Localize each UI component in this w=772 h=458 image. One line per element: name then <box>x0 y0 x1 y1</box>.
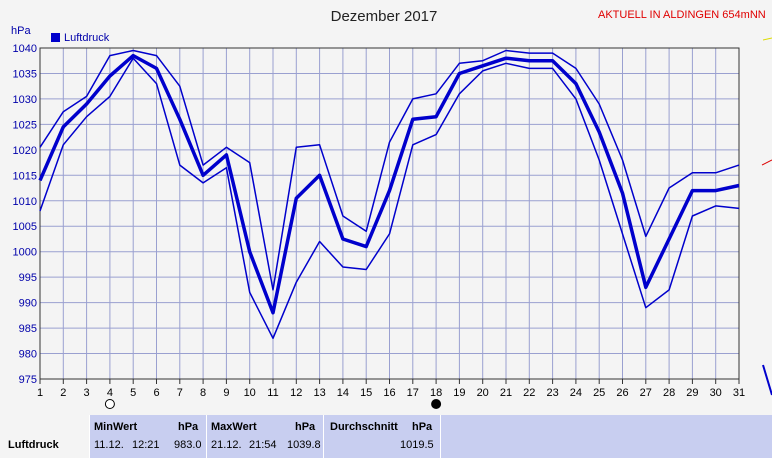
max-cell: MaxWert hPa 21.12. 21:54 1039.8 <box>207 415 324 458</box>
edge-mark <box>761 159 772 166</box>
avg-header: Durchschnitt <box>330 421 398 433</box>
x-tick-label: 26 <box>616 387 628 399</box>
x-tick-label: 3 <box>84 387 90 399</box>
x-tick-label: 14 <box>337 387 349 399</box>
x-tick-label: 21 <box>500 387 512 399</box>
y-tick-label: 1000 <box>13 247 37 259</box>
chart-title: Dezember 2017 <box>331 8 438 25</box>
x-tick-label: 24 <box>570 387 582 399</box>
x-tick-label: 16 <box>383 387 395 399</box>
x-tick-label: 31 <box>733 387 745 399</box>
stats-table: Luftdruck MinWert hPa 11.12. 12:21 983.0… <box>0 415 772 458</box>
stats-label-cell: Luftdruck <box>0 415 90 458</box>
max-header: MaxWert <box>211 421 257 433</box>
x-tick-label: 8 <box>200 387 206 399</box>
moon-full-icon <box>104 399 115 409</box>
x-tick-label: 20 <box>477 387 489 399</box>
moon-new-icon <box>431 399 442 409</box>
x-tick-label: 9 <box>223 387 229 399</box>
x-tick-label: 15 <box>360 387 372 399</box>
x-tick-label: 27 <box>640 387 652 399</box>
min-header: MinWert <box>94 421 138 433</box>
x-tick-label: 7 <box>177 387 183 399</box>
series-line-max <box>39 49 740 291</box>
x-tick-label: 11 <box>267 387 278 399</box>
y-tick-label: 1035 <box>13 68 37 80</box>
x-tick-label: 17 <box>407 387 419 399</box>
x-tick-label: 6 <box>153 387 159 399</box>
series-line-min <box>39 57 740 340</box>
y-tick-label: 1020 <box>13 145 37 157</box>
y-tick-label: 985 <box>19 323 37 335</box>
legend-label: Luftdruck <box>64 32 110 44</box>
x-tick-label: 2 <box>60 387 66 399</box>
stats-empty-cell <box>441 415 772 458</box>
x-tick-label: 10 <box>244 387 256 399</box>
x-tick-label: 19 <box>453 387 465 399</box>
y-tick-label: 1010 <box>13 196 37 208</box>
y-tick-label: 1040 <box>13 43 37 55</box>
stats-row-label: Luftdruck <box>8 439 59 451</box>
min-time: 12:21 <box>132 439 160 451</box>
x-tick-label: 28 <box>663 387 675 399</box>
moon-markers <box>104 399 442 409</box>
x-tick-label: 5 <box>130 387 136 399</box>
edge-mark <box>762 37 772 41</box>
y-tick-label: 980 <box>19 349 37 361</box>
min-date: 11.12. <box>94 439 124 451</box>
x-tick-label: 30 <box>710 387 722 399</box>
avg-unit: hPa <box>412 421 433 433</box>
plot-frame <box>39 47 740 380</box>
edge-mark <box>762 364 772 396</box>
x-tick-label: 25 <box>593 387 605 399</box>
y-tick-label: 990 <box>19 298 37 310</box>
pressure-chart: Dezember 2017 AKTUELL IN ALDINGEN 654mNN… <box>11 8 772 409</box>
y-tick-label: 1025 <box>13 119 37 131</box>
y-tick-label: 975 <box>19 374 37 386</box>
series-line-mean <box>38 53 740 315</box>
grid <box>39 47 740 380</box>
x-tick-label: 18 <box>430 387 442 399</box>
x-tick-label: 4 <box>107 387 113 399</box>
avg-value: 1019.5 <box>400 439 434 451</box>
x-tick-label: 13 <box>313 387 325 399</box>
station-label: AKTUELL IN ALDINGEN 654mNN <box>598 9 766 21</box>
max-date: 21.12. <box>211 439 242 451</box>
y-axis: 975 980 985 990 995 1000 1005 1010 1015 1020 1025 1… <box>13 43 37 386</box>
legend-swatch <box>51 33 60 42</box>
x-tick-label: 29 <box>686 387 698 399</box>
y-tick-label: 1005 <box>13 221 37 233</box>
avg-cell: Durchschnitt hPa 1019.5 <box>324 415 441 458</box>
x-axis: 1 2 3 4 5 6 7 8 9 10 11 12 13 14 15 16 17 18 19 20 21 22 23 24 2… <box>37 379 745 399</box>
y-tick-label: 995 <box>19 272 37 284</box>
max-value: 1039.8 <box>287 439 321 451</box>
max-time: 21:54 <box>249 439 277 451</box>
max-unit: hPa <box>295 421 316 433</box>
x-tick-label: 12 <box>290 387 302 399</box>
x-tick-label: 1 <box>37 387 43 399</box>
series-lines <box>38 49 740 340</box>
y-tick-label: 1030 <box>13 94 37 106</box>
min-value: 983.0 <box>174 439 202 451</box>
y-tick-label: 1015 <box>13 170 37 182</box>
y-axis-unit: hPa <box>11 25 31 37</box>
min-cell: MinWert hPa 11.12. 12:21 983.0 <box>90 415 207 458</box>
x-tick-label: 23 <box>546 387 558 399</box>
x-tick-label: 22 <box>523 387 535 399</box>
min-unit: hPa <box>178 421 199 433</box>
